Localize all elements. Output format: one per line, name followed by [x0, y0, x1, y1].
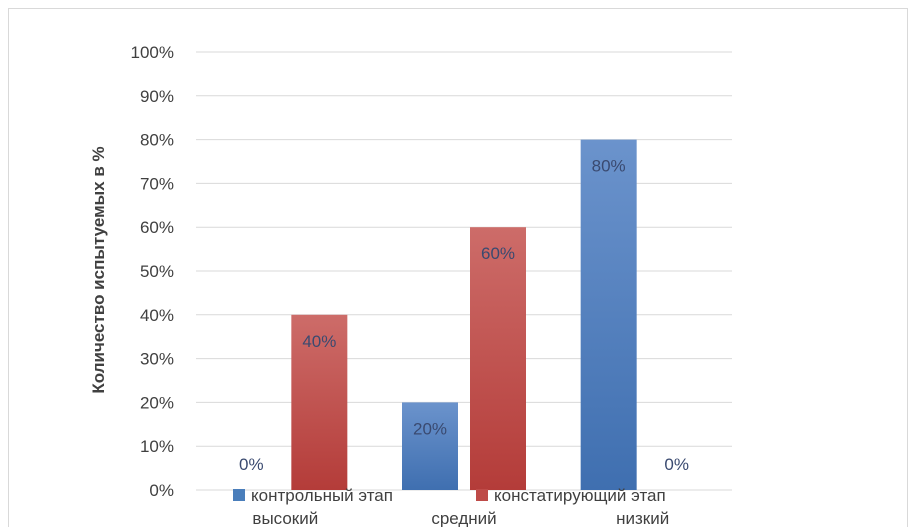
data-labels: 0% 40% 20% 60% 80% 0% [239, 157, 689, 474]
y-tick-label: 100% [131, 43, 174, 62]
legend: контрольный этап констатирующий этап [233, 486, 666, 505]
data-label: 0% [664, 455, 689, 474]
data-label: 60% [481, 244, 515, 263]
data-label: 40% [302, 332, 336, 351]
y-tick-label: 30% [140, 350, 174, 369]
legend-label: контрольный этап [251, 486, 393, 505]
legend-label: констатирующий этап [494, 486, 666, 505]
x-tick-label: низкий [616, 509, 669, 527]
x-tick-label: средний [431, 509, 496, 527]
y-tick-label: 40% [140, 306, 174, 325]
bar [470, 227, 526, 490]
legend-swatch [233, 489, 245, 501]
category-labels: высокий средний низкий [252, 509, 669, 527]
data-label: 20% [413, 419, 447, 438]
data-label: 0% [239, 455, 264, 474]
y-axis-title: Количество испытуемых в % [89, 146, 108, 393]
y-tick-label: 90% [140, 87, 174, 106]
y-axis-ticks: 0% 10% 20% 30% 40% 50% 60% 70% 80% 90% 100% [131, 43, 174, 500]
bars [291, 139, 637, 490]
y-tick-label: 80% [140, 131, 174, 150]
y-tick-label: 70% [140, 174, 174, 193]
bar [580, 139, 637, 490]
bar [291, 314, 348, 490]
y-tick-label: 60% [140, 218, 174, 237]
y-tick-label: 10% [140, 437, 174, 456]
chart-frame [8, 8, 908, 527]
gridlines [196, 51, 732, 491]
data-label: 80% [592, 157, 626, 176]
x-tick-label: высокий [252, 509, 318, 527]
y-tick-label: 0% [149, 481, 174, 500]
y-tick-label: 50% [140, 262, 174, 281]
legend-swatch [476, 489, 488, 501]
bar [402, 402, 458, 490]
y-tick-label: 20% [140, 393, 174, 412]
